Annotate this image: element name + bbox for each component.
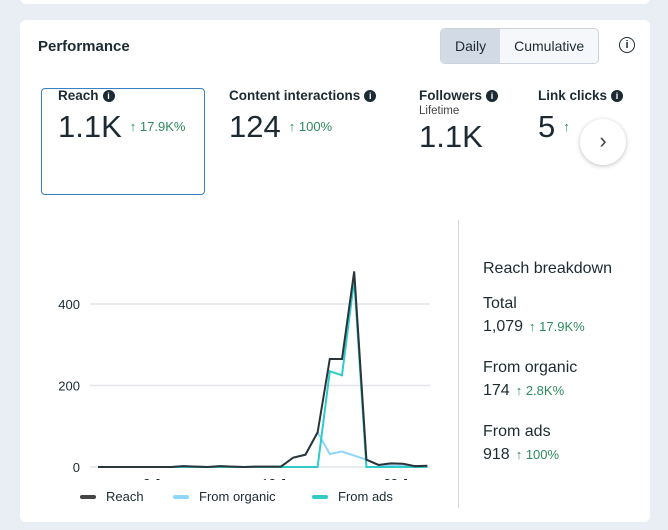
- info-icon[interactable]: i: [486, 90, 499, 102]
- series-line-from-ads: [98, 279, 428, 468]
- metric-reach-selected[interactable]: [41, 88, 205, 195]
- next-metrics-button[interactable]: ›: [580, 119, 626, 165]
- metric-reach[interactable]: Reach i 1.1K ↑ 17.9K%: [58, 88, 185, 145]
- metric-value: 124: [229, 109, 281, 144]
- metric-label: Followers: [419, 88, 483, 103]
- previous-card: [20, 0, 650, 4]
- series-line-from-organic: [98, 430, 428, 469]
- divider: [458, 220, 459, 508]
- metric-followers[interactable]: Followers i Lifetime 1.1K: [419, 88, 499, 155]
- x-tick-label: 13 Jan: [261, 476, 300, 480]
- breakdown-label: From ads: [483, 423, 551, 440]
- y-tick-label: 400: [58, 297, 80, 312]
- legend-organic[interactable]: From organic: [173, 489, 276, 504]
- metric-value: 1.1K: [58, 109, 122, 144]
- breakdown-title: Reach breakdown: [483, 260, 612, 277]
- metric-label: Content interactions: [229, 88, 361, 103]
- metric-value: 1.1K: [419, 119, 483, 154]
- metric-link-clicks[interactable]: Link clicks i 5 ↑: [538, 88, 624, 145]
- info-icon[interactable]: i: [611, 90, 624, 102]
- breakdown-value: 1,079 ↑ 17.9K%: [483, 318, 585, 335]
- breakdown-label: Total: [483, 295, 517, 312]
- view-toggle: Daily Cumulative: [440, 28, 600, 64]
- legend-ads[interactable]: From ads: [312, 489, 393, 504]
- breakdown-value: 918 ↑ 100%: [483, 446, 560, 463]
- reach-chart: 0 200 400 3 Jan 13 Jan 23 Jan: [58, 271, 430, 480]
- series-line-reach: [98, 271, 428, 469]
- x-tick-label: 3 Jan: [143, 476, 175, 480]
- info-icon[interactable]: i: [364, 90, 377, 102]
- y-tick-label: 0: [73, 460, 80, 475]
- breakdown-value: 174 ↑ 2.8K%: [483, 382, 565, 399]
- metric-label: Link clicks: [538, 88, 608, 103]
- metric-value: 5: [538, 109, 556, 144]
- metric-label: Reach: [58, 88, 99, 103]
- legend-reach[interactable]: Reach: [80, 489, 144, 504]
- chevron-right-icon: ›: [599, 128, 607, 153]
- page-title: Performance: [38, 38, 130, 55]
- breakdown-label: From organic: [483, 359, 578, 376]
- info-icon[interactable]: i: [102, 90, 115, 102]
- info-icon[interactable]: i: [619, 37, 635, 53]
- metric-change: ↑ 100%: [288, 119, 333, 134]
- metric-content-interactions[interactable]: Content interactions i 124 ↑ 100%: [229, 88, 377, 145]
- performance-card: Performance Daily Cumulative i Reach i 1.…: [20, 20, 650, 522]
- metric-sublabel: Lifetime: [419, 105, 460, 117]
- y-tick-label: 200: [58, 379, 80, 394]
- toggle-cumulative[interactable]: Cumulative: [500, 29, 599, 63]
- metric-change: ↑ 17.9K%: [129, 119, 186, 134]
- x-tick-label: 23 Jan: [383, 476, 422, 480]
- toggle-daily[interactable]: Daily: [441, 29, 501, 63]
